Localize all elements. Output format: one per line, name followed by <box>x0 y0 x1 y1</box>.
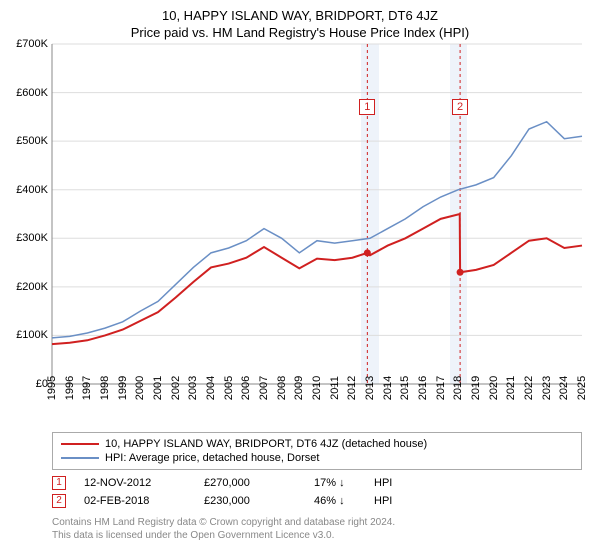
chart-title: 10, HAPPY ISLAND WAY, BRIDPORT, DT6 4JZ <box>0 0 600 23</box>
chart-subtitle: Price paid vs. HM Land Registry's House … <box>0 23 600 44</box>
x-tick-label: 2024 <box>558 376 570 400</box>
x-tick-label: 1995 <box>46 376 58 400</box>
sale-row: 2 02-FEB-2018£230,00046% ↓HPI <box>52 492 582 510</box>
x-tick-label: 2025 <box>576 376 588 400</box>
x-tick-label: 2006 <box>240 376 252 400</box>
x-tick-label: 2001 <box>152 376 164 400</box>
sale-row-vs: HPI <box>374 477 392 489</box>
y-tick-label: £600K <box>16 87 48 99</box>
legend-swatch-property <box>61 443 99 445</box>
chart-plot <box>52 44 582 384</box>
x-tick-label: 2003 <box>187 376 199 400</box>
x-tick-label: 2022 <box>523 376 535 400</box>
y-tick-label: £700K <box>16 38 48 50</box>
x-tick-label: 2008 <box>276 376 288 400</box>
sale-row-price: £270,000 <box>204 477 314 489</box>
x-tick-label: 2017 <box>435 376 447 400</box>
sale-row-marker: 1 <box>52 476 66 490</box>
sale-row-marker: 2 <box>52 494 66 508</box>
sale-row: 1 12-NOV-2012£270,00017% ↓HPI <box>52 474 582 492</box>
sale-row-price: £230,000 <box>204 495 314 507</box>
legend-label-hpi: HPI: Average price, detached house, Dors… <box>105 452 319 464</box>
x-tick-label: 2000 <box>134 376 146 400</box>
x-tick-label: 1998 <box>99 376 111 400</box>
x-tick-label: 2004 <box>205 376 217 400</box>
x-tick-label: 2016 <box>417 376 429 400</box>
chart-area: £0£100K£200K£300K£400K£500K£600K£700K199… <box>52 44 582 384</box>
x-tick-label: 1996 <box>64 376 76 400</box>
x-tick-label: 2005 <box>223 376 235 400</box>
legend: 10, HAPPY ISLAND WAY, BRIDPORT, DT6 4JZ … <box>52 432 582 470</box>
y-tick-label: £500K <box>16 135 48 147</box>
sale-row-diff: 17% ↓ <box>314 477 374 489</box>
sale-row-date: 02-FEB-2018 <box>84 495 204 507</box>
footnote-line2: This data is licensed under the Open Gov… <box>52 529 582 542</box>
sale-marker-2: 2 <box>452 99 468 115</box>
x-tick-label: 2020 <box>488 376 500 400</box>
sale-marker-1: 1 <box>359 99 375 115</box>
x-tick-label: 1999 <box>117 376 129 400</box>
x-tick-label: 2009 <box>293 376 305 400</box>
x-tick-label: 2014 <box>382 376 394 400</box>
x-tick-label: 2021 <box>505 376 517 400</box>
x-tick-label: 2018 <box>452 376 464 400</box>
x-tick-label: 2015 <box>399 376 411 400</box>
sales-table: 1 12-NOV-2012£270,00017% ↓HPI 2 02-FEB-2018… <box>52 474 582 510</box>
x-tick-label: 2019 <box>470 376 482 400</box>
x-tick-label: 2012 <box>346 376 358 400</box>
sale-row-vs: HPI <box>374 495 392 507</box>
y-tick-label: £400K <box>16 184 48 196</box>
y-tick-label: £300K <box>16 232 48 244</box>
x-tick-label: 1997 <box>81 376 93 400</box>
footnote: Contains HM Land Registry data © Crown c… <box>52 516 582 542</box>
legend-row-hpi: HPI: Average price, detached house, Dors… <box>61 451 573 465</box>
legend-label-property: 10, HAPPY ISLAND WAY, BRIDPORT, DT6 4JZ … <box>105 438 427 450</box>
legend-row-property: 10, HAPPY ISLAND WAY, BRIDPORT, DT6 4JZ … <box>61 437 573 451</box>
sale-row-date: 12-NOV-2012 <box>84 477 204 489</box>
x-tick-label: 2007 <box>258 376 270 400</box>
legend-swatch-hpi <box>61 457 99 459</box>
x-tick-label: 2002 <box>170 376 182 400</box>
sale-row-diff: 46% ↓ <box>314 495 374 507</box>
x-tick-label: 2013 <box>364 376 376 400</box>
x-tick-label: 2010 <box>311 376 323 400</box>
x-tick-label: 2011 <box>329 376 341 400</box>
y-tick-label: £100K <box>16 329 48 341</box>
footnote-line1: Contains HM Land Registry data © Crown c… <box>52 516 582 529</box>
y-tick-label: £200K <box>16 281 48 293</box>
x-tick-label: 2023 <box>541 376 553 400</box>
